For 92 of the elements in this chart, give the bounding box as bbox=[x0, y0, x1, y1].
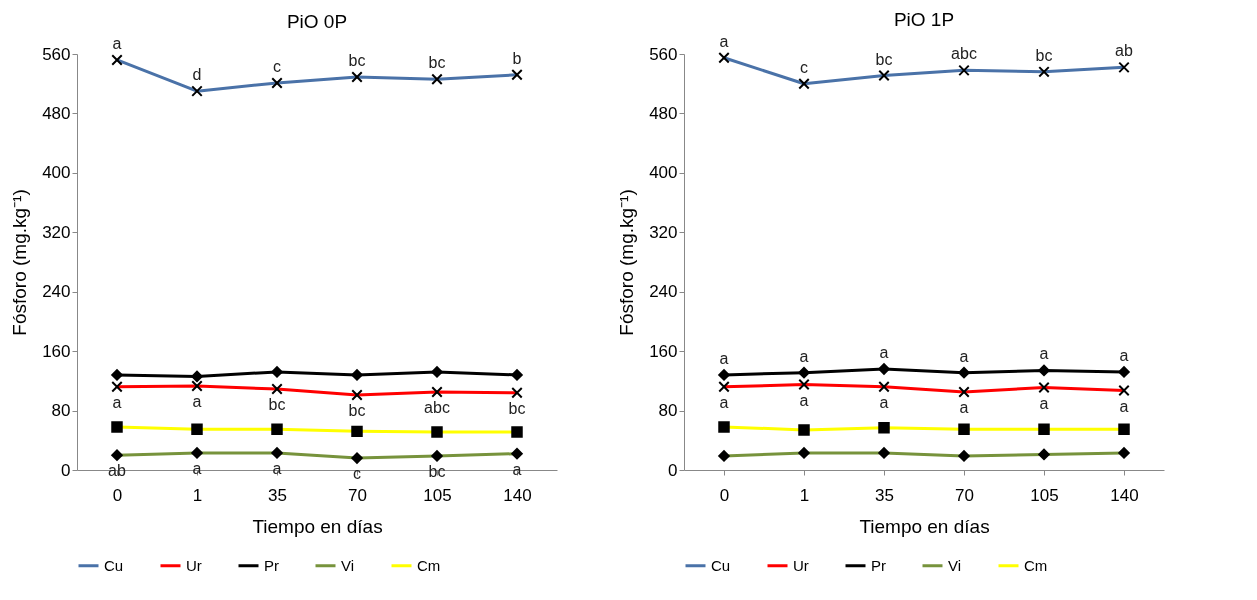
legend-label: Cm bbox=[417, 556, 441, 574]
point bbox=[878, 363, 890, 375]
annotation: b bbox=[512, 49, 522, 67]
annotation: ab bbox=[1115, 42, 1133, 60]
x-tick-label: 70 bbox=[348, 485, 367, 505]
point bbox=[111, 369, 123, 381]
y-tick-label: 320 bbox=[42, 222, 71, 242]
annotation: a bbox=[1119, 346, 1129, 364]
annotation: c bbox=[800, 58, 808, 76]
annotation: a bbox=[879, 343, 889, 361]
point bbox=[351, 369, 363, 381]
annotation: a bbox=[959, 347, 969, 365]
legend-label: Cu bbox=[104, 556, 124, 574]
x-tick-label: 140 bbox=[503, 485, 532, 505]
point bbox=[191, 370, 203, 383]
y-tick-label: 480 bbox=[649, 103, 678, 123]
y-tick-label: 240 bbox=[42, 282, 71, 302]
point bbox=[718, 369, 730, 381]
point bbox=[271, 366, 283, 378]
legend-label: Vi bbox=[948, 556, 962, 574]
y-tick-label: 0 bbox=[61, 460, 71, 480]
x-tick-label: 70 bbox=[955, 485, 974, 505]
legend-label: Vi bbox=[341, 556, 355, 574]
legend-label: Cm bbox=[1024, 556, 1048, 574]
point bbox=[1038, 364, 1050, 377]
annotation: bc bbox=[268, 396, 286, 414]
annotation: bc bbox=[1035, 46, 1053, 64]
y-tick-label: 480 bbox=[42, 103, 71, 123]
x-tick-label: 0 bbox=[112, 485, 123, 505]
annotation: abc bbox=[424, 399, 450, 416]
y-tick-label: 0 bbox=[668, 460, 678, 480]
annotation: bc bbox=[348, 401, 366, 419]
y-axis-title: Fósforo (mg.kg⁻¹) bbox=[616, 189, 638, 336]
y-tick-label: 320 bbox=[649, 222, 678, 242]
point bbox=[511, 369, 523, 381]
legend-label: Ur bbox=[186, 556, 202, 574]
annotation: a bbox=[719, 393, 729, 411]
y-tick-label: 160 bbox=[649, 341, 678, 361]
annotation: bc bbox=[875, 50, 893, 68]
y-tick-label: 80 bbox=[51, 401, 71, 421]
legend-label: Pr bbox=[871, 556, 886, 574]
point bbox=[958, 366, 970, 379]
annotation: a bbox=[272, 459, 282, 477]
point bbox=[431, 366, 443, 378]
annotation: bc bbox=[508, 399, 526, 417]
point bbox=[798, 366, 810, 379]
legend-label: Ur bbox=[793, 556, 809, 574]
annotation: a bbox=[719, 349, 729, 367]
legend-label: Pr bbox=[264, 556, 279, 574]
y-axis-title: Fósforo (mg.kg⁻¹) bbox=[9, 189, 31, 336]
point bbox=[1118, 366, 1130, 378]
annotation: bc bbox=[428, 462, 446, 480]
y-tick-label: 560 bbox=[649, 44, 678, 64]
x-tick-label: 105 bbox=[423, 485, 452, 505]
annotation: ab bbox=[108, 462, 126, 480]
annotation: bc bbox=[348, 52, 366, 70]
x-axis-title: Tiempo en días bbox=[252, 515, 383, 537]
annotation: bc bbox=[428, 54, 446, 72]
annotation: a bbox=[112, 34, 122, 52]
y-tick-label: 400 bbox=[42, 163, 71, 183]
x-tick-label: 0 bbox=[719, 485, 730, 505]
annotation: c bbox=[273, 57, 281, 75]
annotation: a bbox=[799, 391, 809, 409]
x-tick-label: 140 bbox=[1110, 485, 1139, 505]
y-tick-label: 400 bbox=[649, 163, 678, 183]
legend-label: Cu bbox=[711, 556, 731, 574]
x-tick-label: 105 bbox=[1030, 485, 1059, 505]
x-tick-label: 1 bbox=[192, 485, 203, 505]
annotation: a bbox=[719, 32, 729, 50]
annotation: a bbox=[192, 393, 202, 411]
x-axis-title: Tiempo en días bbox=[859, 515, 990, 537]
chart-title: PiO 0P bbox=[286, 10, 348, 32]
annotation: a bbox=[1039, 345, 1049, 363]
annotation: a bbox=[879, 393, 889, 411]
y-tick-label: 80 bbox=[658, 401, 678, 421]
y-tick-label: 160 bbox=[42, 341, 71, 361]
y-tick-label: 240 bbox=[649, 282, 678, 302]
x-tick-label: 35 bbox=[875, 485, 894, 505]
annotation: a bbox=[112, 393, 122, 411]
annotation: abc bbox=[951, 45, 977, 63]
annotation: a bbox=[959, 399, 969, 416]
annotation: d bbox=[192, 66, 202, 84]
annotation: a bbox=[1039, 394, 1049, 412]
y-tick-label: 560 bbox=[42, 44, 71, 64]
annotation: a bbox=[192, 459, 202, 477]
chart-title: PiO 1P bbox=[893, 8, 955, 30]
x-tick-label: 1 bbox=[799, 485, 810, 505]
annotation: c bbox=[353, 465, 361, 483]
annotation: a bbox=[799, 347, 809, 365]
annotation: a bbox=[1119, 397, 1129, 415]
annotation: a bbox=[512, 460, 522, 478]
x-tick-label: 35 bbox=[268, 485, 287, 505]
